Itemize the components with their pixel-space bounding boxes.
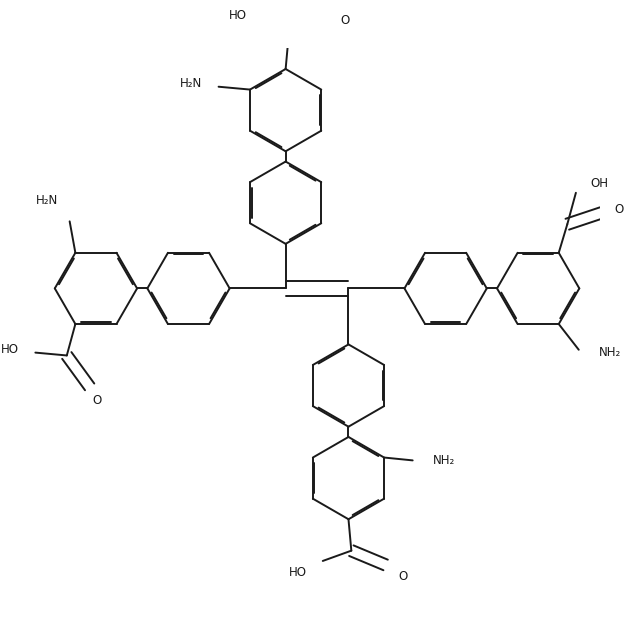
Text: HO: HO (229, 10, 246, 22)
Text: O: O (398, 570, 407, 582)
Text: O: O (340, 14, 349, 27)
Text: HO: HO (1, 343, 19, 356)
Text: OH: OH (590, 177, 608, 190)
Text: H₂N: H₂N (180, 77, 203, 91)
Text: NH₂: NH₂ (599, 346, 621, 359)
Text: H₂N: H₂N (36, 194, 58, 207)
Text: O: O (92, 394, 102, 407)
Text: O: O (614, 204, 623, 216)
Text: NH₂: NH₂ (432, 454, 455, 467)
Text: HO: HO (289, 565, 307, 579)
